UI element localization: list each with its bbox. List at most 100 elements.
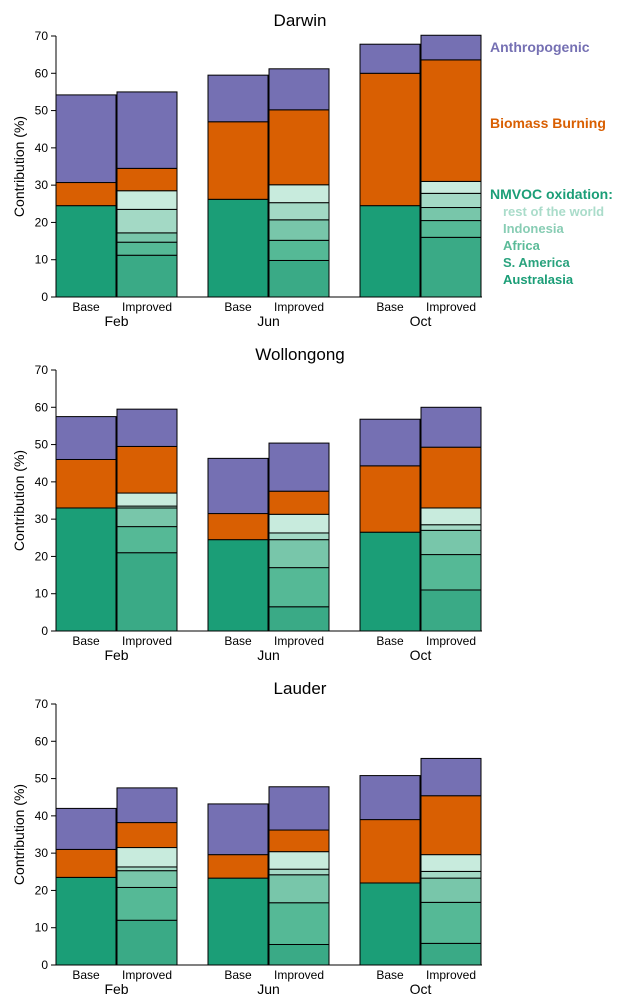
bar-segment xyxy=(420,446,482,509)
x-tick-label: Improved xyxy=(426,968,476,982)
bar-segment xyxy=(116,507,178,528)
x-group-label: Feb xyxy=(104,647,128,663)
y-tick-label: 60 xyxy=(35,400,49,414)
y-tick-label: 10 xyxy=(35,253,49,267)
x-tick-label: Improved xyxy=(122,634,172,648)
bar-segment xyxy=(420,34,482,61)
y-tick-label: 50 xyxy=(35,772,49,786)
bar-segment xyxy=(268,829,330,853)
bar-segment xyxy=(207,854,269,879)
bar-segment xyxy=(207,457,269,515)
legend-rest-of-world: rest of the world xyxy=(503,204,604,219)
bar-segment xyxy=(116,241,178,256)
x-tick-label: Improved xyxy=(274,634,324,648)
bar-segment xyxy=(207,198,269,298)
bar-segment xyxy=(420,795,482,856)
bar-segment xyxy=(268,442,330,492)
bar-segment xyxy=(55,848,117,878)
bar-segment xyxy=(116,91,178,169)
x-tick-label: Improved xyxy=(426,300,476,314)
bar-segment xyxy=(359,205,421,298)
x-group-label: Oct xyxy=(410,647,432,663)
bar-segment xyxy=(420,524,482,531)
bar-segment xyxy=(420,870,482,879)
chart-title: Lauder xyxy=(274,679,327,698)
x-tick-label: Base xyxy=(376,968,404,982)
bar-segment xyxy=(207,513,269,541)
bar-segment xyxy=(116,492,178,507)
y-tick-label: 70 xyxy=(35,29,49,43)
bar-segment xyxy=(268,259,330,298)
x-group-label: Feb xyxy=(104,313,128,329)
bar-segment xyxy=(268,902,330,945)
x-tick-label: Base xyxy=(224,300,252,314)
x-tick-label: Improved xyxy=(122,968,172,982)
legend-biomass-burning: Biomass Burning xyxy=(490,115,606,131)
y-tick-label: 50 xyxy=(35,438,49,452)
bar-segment xyxy=(420,529,482,556)
bar-segment xyxy=(420,507,482,526)
bar-segment xyxy=(420,854,482,872)
bar-segment xyxy=(420,59,482,182)
bar-segment xyxy=(268,606,330,632)
bar-segment xyxy=(116,167,178,192)
bar-segment xyxy=(359,882,421,966)
chart-title: Wollongong xyxy=(255,345,344,364)
x-tick-label: Base xyxy=(224,968,252,982)
bar-segment xyxy=(116,886,178,921)
y-tick-label: 30 xyxy=(35,846,49,860)
x-tick-label: Improved xyxy=(274,968,324,982)
bar-segment xyxy=(207,539,269,632)
bar-segment xyxy=(55,205,117,298)
bar-segment xyxy=(359,418,421,467)
bar-segment xyxy=(116,552,178,632)
legend: Anthropogenic Biomass Burning NMVOC oxid… xyxy=(490,39,613,287)
x-group-label: Oct xyxy=(410,981,432,997)
x-tick-label: Base xyxy=(72,634,100,648)
bar-segment xyxy=(268,943,330,966)
bar-segment xyxy=(55,416,117,460)
bar-segment xyxy=(268,68,330,111)
x-group-label: Oct xyxy=(410,313,432,329)
bar-segment xyxy=(268,539,330,569)
bar-segment xyxy=(116,870,178,888)
x-group-label: Feb xyxy=(104,981,128,997)
y-tick-label: 0 xyxy=(41,624,48,638)
bar-segment xyxy=(55,94,117,184)
bar-segment xyxy=(116,822,178,849)
bar-segment xyxy=(268,490,330,515)
bar-segment xyxy=(116,190,178,210)
bar-segment xyxy=(420,180,482,194)
bar-segment xyxy=(420,901,482,944)
y-tick-label: 0 xyxy=(41,958,48,972)
y-tick-label: 40 xyxy=(35,475,49,489)
y-tick-label: 20 xyxy=(35,883,49,897)
legend-nmvoc-header: NMVOC oxidation: xyxy=(490,186,613,202)
x-group-label: Jun xyxy=(257,313,280,329)
chart-title: Darwin xyxy=(274,11,327,30)
bar-segment xyxy=(268,567,330,608)
bar-segment xyxy=(268,786,330,831)
x-group-label: Jun xyxy=(257,981,280,997)
y-tick-label: 40 xyxy=(35,141,49,155)
y-tick-label: 60 xyxy=(35,734,49,748)
bar-segment xyxy=(359,72,421,207)
bar-segment xyxy=(268,874,330,904)
x-tick-label: Improved xyxy=(122,300,172,314)
bar-segment xyxy=(116,254,178,298)
bar-segment xyxy=(116,919,178,966)
bar-segment xyxy=(359,465,421,533)
bar-segment xyxy=(359,819,421,884)
bar-segment xyxy=(359,775,421,821)
bar-segment xyxy=(116,787,178,824)
bar-segment xyxy=(55,876,117,966)
bar-segment xyxy=(268,109,330,186)
bar-segment xyxy=(420,220,482,238)
y-tick-label: 10 xyxy=(35,921,49,935)
x-tick-label: Base xyxy=(376,634,404,648)
x-tick-label: Base xyxy=(376,300,404,314)
